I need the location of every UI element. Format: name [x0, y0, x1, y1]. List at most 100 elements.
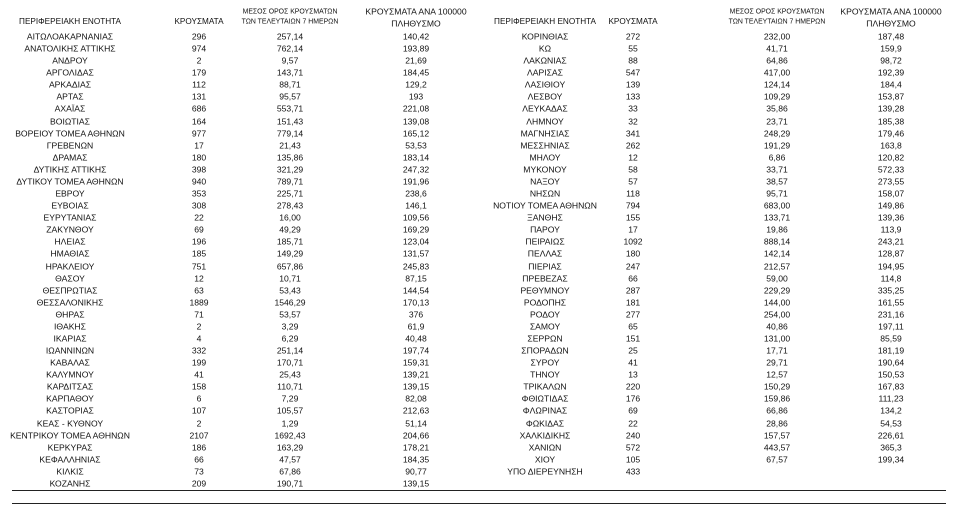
cell-value: 974	[191, 43, 207, 54]
cell-value: 7,29	[281, 394, 299, 405]
cell-value: 572	[625, 442, 641, 453]
region-name: ΕΥΡΥΤΑΝΙΑΣ	[43, 212, 97, 223]
cell-value: 144,54	[402, 285, 430, 296]
cell-value: 1,29	[281, 418, 299, 429]
cell-value: 353	[191, 188, 207, 199]
cell-value: 133,71	[763, 212, 791, 223]
cell-value: 165,12	[402, 128, 430, 139]
region-name: ΗΜΑΘΙΑΣ	[50, 249, 90, 260]
cell-value: 105	[625, 454, 641, 465]
rule	[12, 490, 946, 491]
cell-value: 238,6	[405, 188, 427, 199]
cell-value: 176	[625, 394, 641, 405]
cell-value: 85,59	[880, 333, 902, 344]
cell-value: 25	[628, 345, 638, 356]
cell-value: 73	[194, 466, 204, 477]
cell-value: 231,16	[877, 309, 905, 320]
cell-value: 257,14	[276, 31, 304, 42]
cell-value: 186	[191, 442, 207, 453]
region-name: ΚΑΒΑΛΑΣ	[50, 357, 90, 368]
cell-value: 789,71	[276, 176, 304, 187]
region-name: ΡΟΔΟΥ	[530, 309, 560, 320]
cell-value: 19,86	[766, 224, 788, 235]
cell-value: 71	[194, 309, 204, 320]
cell-value: 13	[628, 369, 638, 380]
cell-value: 254,00	[763, 309, 791, 320]
region-name: ΑΡΓΟΛΙΔΑΣ	[46, 67, 94, 78]
cell-value: 150,53	[877, 369, 905, 380]
cell-value: 683,00	[763, 200, 791, 211]
region-name: ΔΥΤΙΚΗΣ ΑΤΤΙΚΗΣ	[33, 164, 107, 175]
region-name: ΚΕΡΚΥΡΑΣ	[47, 442, 93, 453]
cell-value: 199	[191, 357, 207, 368]
column-header: ΜΕΣΟΣ ΟΡΟΣ ΚΡΟΥΣΜΑΤΩΝ	[242, 8, 338, 16]
cell-value: 1692,43	[274, 430, 306, 441]
column-header: ΜΕΣΟΣ ΟΡΟΣ ΚΡΟΥΣΜΑΤΩΝ	[729, 8, 825, 16]
cell-value: 109,56	[402, 212, 430, 223]
cell-value: 225,71	[276, 188, 304, 199]
cell-value: 229,29	[763, 285, 791, 296]
region-name: ΕΥΒΟΙΑΣ	[51, 200, 89, 211]
cell-value: 61,9	[407, 321, 425, 332]
cell-value: 110,71	[277, 382, 303, 393]
cell-value: 114,8	[880, 273, 902, 284]
cell-value: 139,28	[877, 104, 905, 115]
region-name: ΠΕΛΛΑΣ	[527, 249, 563, 260]
region-name: ΜΕΣΣΗΝΙΑΣ	[520, 140, 570, 151]
cell-value: 139,36	[877, 212, 905, 223]
region-name: ΘΑΣΟΥ	[55, 273, 85, 284]
cell-value: 686	[191, 104, 207, 115]
cell-value: 109,29	[763, 92, 791, 103]
cell-value: 197,74	[402, 345, 430, 356]
cell-value: 308	[191, 200, 207, 211]
region-name: ΜΥΚΟΝΟΥ	[523, 164, 567, 175]
cell-value: 22	[194, 212, 204, 223]
cell-value: 212,63	[402, 406, 430, 417]
cell-value: 185,71	[276, 237, 304, 248]
cell-value: 287	[625, 285, 641, 296]
region-name: ΚΑΛΥΜΝΟΥ	[46, 369, 94, 380]
cell-value: 220	[625, 382, 641, 393]
cell-value: 120,82	[877, 152, 905, 163]
cell-value: 179,46	[877, 128, 905, 139]
cell-value: 33	[628, 104, 638, 115]
region-name: ΧΑΝΙΩΝ	[528, 442, 562, 453]
cell-value: 170,13	[402, 297, 430, 308]
cell-value: 248,29	[763, 128, 791, 139]
cell-value: 47,57	[279, 454, 301, 465]
cell-value: 2	[196, 418, 202, 429]
cell-value: 21,69	[405, 55, 427, 66]
cell-value: 153,87	[877, 92, 905, 103]
region-name: ΣΠΟΡΑΔΩΝ	[521, 345, 569, 356]
cell-value: 209	[191, 478, 207, 489]
cell-value: 69	[628, 406, 638, 417]
cell-value: 187,48	[877, 31, 905, 42]
cell-value: 185	[191, 249, 207, 260]
cell-value: 151	[625, 333, 641, 344]
region-name: ΛΕΣΒΟΥ	[527, 92, 563, 103]
column-header: ΚΡΟΥΣΜΑΤΑ	[608, 16, 658, 26]
region-name: ΝΟΤΙΟΥ ΤΟΜΕΑ ΑΘΗΝΩΝ	[493, 200, 597, 211]
cell-value: 129,2	[405, 80, 427, 91]
cell-value: 272	[625, 31, 641, 42]
cell-value: 17	[194, 140, 204, 151]
region-name: ΙΩΑΝΝΙΝΩΝ	[45, 345, 95, 356]
cell-value: 180	[191, 152, 207, 163]
region-name: ΜΑΓΝΗΣΙΑΣ	[520, 128, 570, 139]
cell-value: 178,21	[402, 442, 430, 453]
cell-value: 146,1	[405, 200, 427, 211]
cell-value: 69	[194, 224, 204, 235]
cell-value: 159,9	[880, 43, 902, 54]
region-name: ΚΕΑΣ - ΚΥΘΝΟΥ	[36, 418, 104, 429]
cell-value: 51,14	[405, 418, 427, 429]
cell-value: 2	[196, 55, 202, 66]
cell-value: 277	[625, 309, 641, 320]
region-name: ΝΗΣΩΝ	[529, 188, 561, 199]
cell-value: 190,71	[276, 478, 304, 489]
cell-value: 4	[196, 333, 202, 344]
cell-value: 341	[625, 128, 641, 139]
region-name: ΚΙΛΚΙΣ	[56, 466, 84, 477]
region-name: ΠΡΕΒΕΖΑΣ	[522, 273, 568, 284]
cell-value: 321,29	[276, 164, 304, 175]
region-name: ΣΕΡΡΩΝ	[527, 333, 563, 344]
